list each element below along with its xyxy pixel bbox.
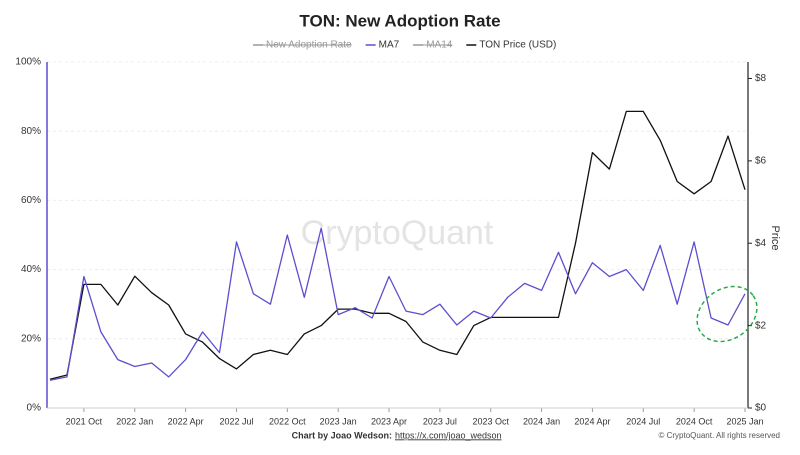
y2-axis-label: Price — [769, 225, 781, 250]
legend-label[interactable]: MA7 — [379, 40, 400, 51]
y-tick-label: 20% — [21, 333, 41, 344]
x-tick-label: 2022 Jul — [219, 416, 253, 426]
highlight-ellipse — [696, 285, 758, 343]
footer-link[interactable]: https://x.com/joao_wedson — [395, 430, 502, 440]
y2-tick-label: $6 — [755, 155, 767, 166]
x-tick-label: 2024 Oct — [676, 416, 713, 426]
watermark: CryptoQuant — [301, 214, 494, 252]
y-tick-label: 40% — [21, 264, 41, 275]
chart-title: TON: New Adoption Rate — [299, 11, 500, 30]
x-tick-label: 2024 Jan — [523, 416, 560, 426]
x-tick-label: 2022 Jan — [116, 416, 153, 426]
x-tick-label: 2022 Apr — [168, 416, 204, 426]
y-tick-label: 80% — [21, 126, 41, 137]
y-tick-label: 100% — [15, 57, 41, 68]
x-tick-label: 2024 Apr — [574, 416, 610, 426]
x-tick-label: 2023 Jul — [423, 416, 457, 426]
legend-label[interactable]: TON Price (USD) — [479, 40, 556, 51]
y2-tick-label: $2 — [755, 320, 767, 331]
x-tick-label: 2023 Jan — [320, 416, 357, 426]
series-line — [49, 110, 746, 380]
x-tick-label: 2025 Jan — [726, 416, 763, 426]
x-tick-label: 2024 Jul — [626, 416, 660, 426]
x-tick-label: 2022 Oct — [269, 416, 306, 426]
y2-tick-label: $0 — [755, 403, 767, 414]
y2-tick-label: $8 — [755, 73, 767, 84]
y-tick-label: 60% — [21, 195, 41, 206]
y-tick-label: 0% — [27, 403, 42, 414]
series-line — [49, 227, 746, 381]
x-tick-label: 2021 Oct — [66, 416, 103, 426]
y2-tick-label: $4 — [755, 238, 767, 249]
copyright: © CryptoQuant. All rights reserved — [659, 431, 781, 440]
x-tick-label: 2023 Apr — [371, 416, 407, 426]
footer-credit: Chart by Joao Wedson: — [292, 430, 392, 440]
x-tick-label: 2023 Oct — [472, 416, 509, 426]
